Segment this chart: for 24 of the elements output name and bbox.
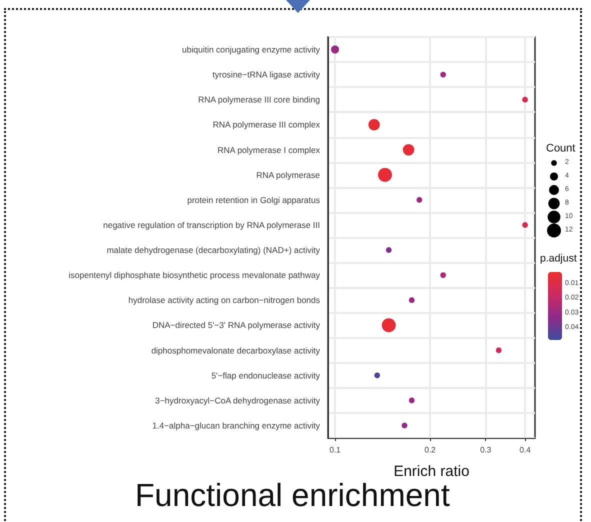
y-tick-label: isopentenyl diphosphate biosynthetic process mevalonate pathway <box>68 270 321 280</box>
x-tick-label: 0.3 <box>480 446 492 454</box>
y-tick-label: 1.4−alpha−glucan branching enzyme activity <box>152 420 321 430</box>
text: Functional enrichment <box>135 477 450 513</box>
y-tick-label: DNA−directed 5'−3' RNA polymerase activity <box>152 320 321 330</box>
y-tick-label: malate dehydrogenase (decarboxylating) (NAD+) activity <box>106 245 321 256</box>
x-tick-label: 0.4 <box>520 446 532 454</box>
legend-title: Count <box>546 142 576 154</box>
y-tick-label: RNA polymerase <box>256 170 320 180</box>
x-tick-label: 0.1 <box>329 446 342 454</box>
y-tick-label: RNA polymerase I complex <box>217 144 321 155</box>
x-tick-label: 0.2 <box>424 446 436 454</box>
x-axis-title: Enrich ratio <box>394 463 470 480</box>
y-tick-label: negative regulation of transcription by RNA polymerase III <box>103 220 320 230</box>
y-tick-label: tyrosine−tRNA ligase activity <box>212 70 321 80</box>
y-tick-label: ubiquitin conjugating enzyme activity <box>182 44 321 55</box>
y-tick-label: protein retention in Golgi apparatus <box>187 194 320 205</box>
y-tick-label: RNA polymerase III complex <box>212 120 321 130</box>
y-tick-label: 5'−flap endonuclease activity <box>211 370 321 380</box>
y-tick-label: RNA polymerase III core binding <box>198 94 320 105</box>
y-tick-label: 3−hydroxyacyl−CoA dehydrogenase activity <box>155 395 321 406</box>
y-tick-label: diphosphomevalonate decarboxylase activity <box>151 345 321 356</box>
color-bar-title: p.adjust <box>540 252 577 264</box>
y-tick-label: hydrolase activity acting on carbon−nitrogen bonds <box>128 295 320 306</box>
